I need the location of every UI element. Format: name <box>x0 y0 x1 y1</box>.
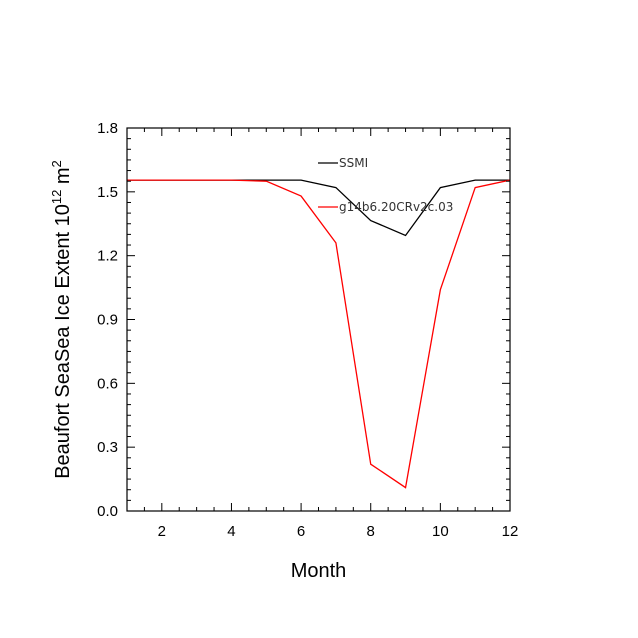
x-tick-label: 12 <box>502 523 519 540</box>
y-tick-label: 1.2 <box>97 248 118 265</box>
plot-area <box>127 179 511 489</box>
x-tick-label: 10 <box>432 523 449 540</box>
y-axis-title-exponent: 12 <box>49 190 64 204</box>
legend-label: SSMI <box>339 156 368 170</box>
legend: SSMI g14b6.20CRv2c.03 <box>318 156 453 214</box>
y-tick-label: 0.3 <box>97 439 118 456</box>
y-axis-title-unit: m <box>52 167 74 189</box>
x-tick-label: 2 <box>158 523 166 540</box>
y-axis-title-unit-exponent: 2 <box>49 160 64 167</box>
x-tick-label: 4 <box>227 523 235 540</box>
x-tick-label: 8 <box>367 523 375 540</box>
y-tick-label: 1.5 <box>97 184 118 201</box>
y-tick-label: 0.6 <box>97 375 118 392</box>
y-axis-title-main: Beaufort SeaSea Ice Extent 10 <box>52 204 74 479</box>
y-axis-title: Beaufort SeaSea Ice Extent 1012 m2 <box>49 160 74 479</box>
legend-label: g14b6.20CRv2c.03 <box>339 200 453 214</box>
axis-ticks <box>126 127 511 512</box>
y-tick-label: 0.0 <box>97 503 118 520</box>
series-line <box>127 179 511 489</box>
y-tick-label: 0.9 <box>97 312 118 329</box>
y-tick-label: 1.8 <box>97 120 118 137</box>
x-axis-title: Month <box>291 560 347 582</box>
x-tick-label: 6 <box>297 523 305 540</box>
tick-labels: 2 4 6 8 10 12 0.0 0.3 0.6 0.9 1.2 1.5 1.8 <box>97 120 518 540</box>
